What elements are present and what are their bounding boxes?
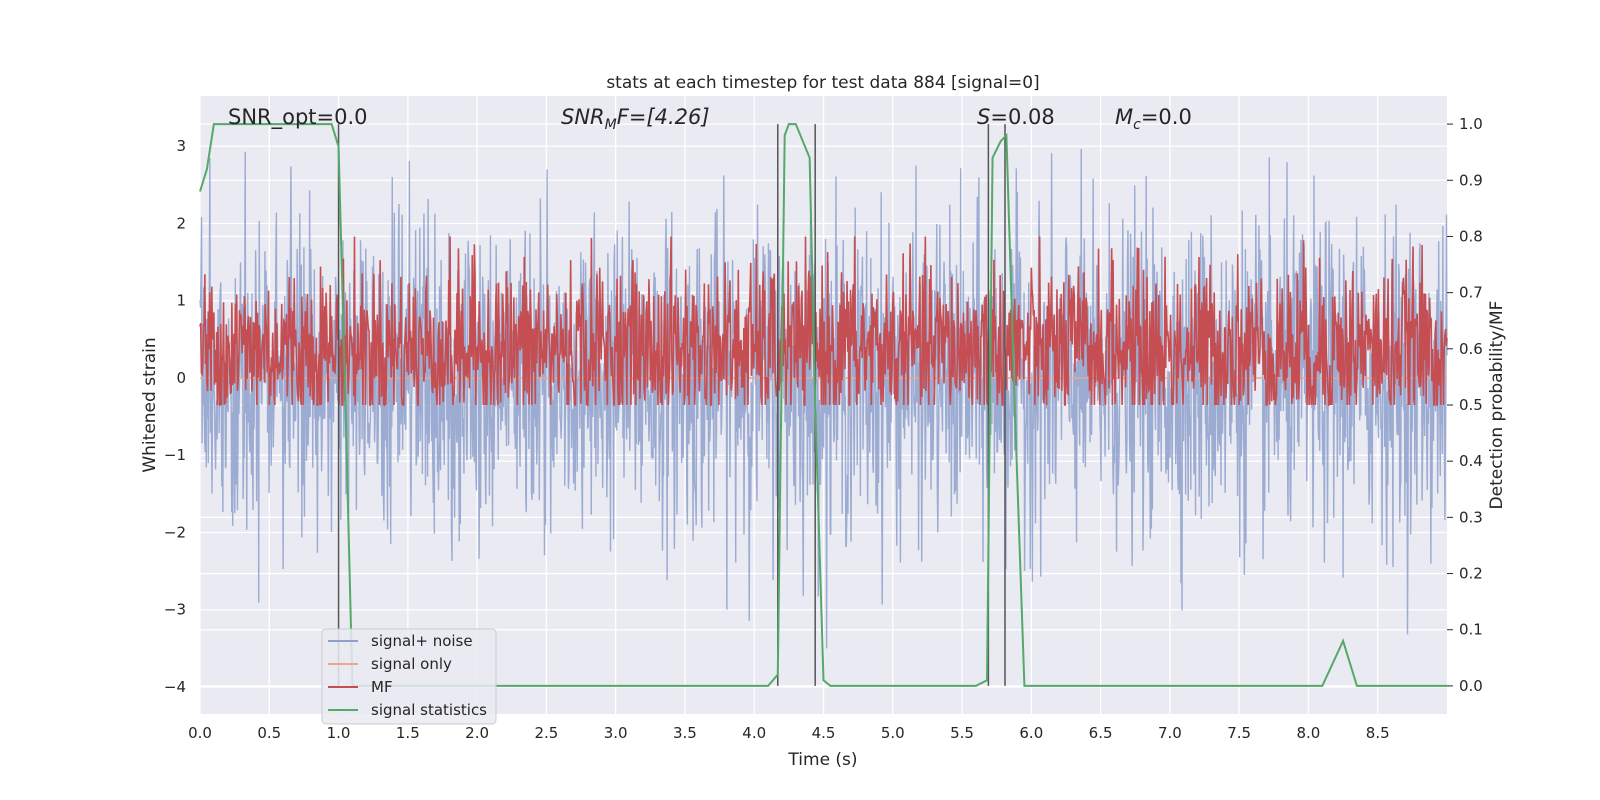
legend-label-signal-noise: signal+ noise [371,632,473,650]
y-tick-label: 2 [176,214,186,232]
y2-tick-label: 0.6 [1459,340,1483,358]
y-tick-label: −3 [164,601,186,619]
x-tick-label: 6.0 [1019,724,1043,742]
annotation-mc-sub: c [1133,117,1141,133]
series-signal-statistics [199,123,1447,687]
y-tick-label: −2 [164,523,186,541]
annotation-s-rest: =0.08 [990,105,1054,129]
x-tick-label: 8.0 [1297,724,1321,742]
x-axis-label: Time (s) [787,750,857,770]
x-tick-label: 4.0 [742,724,766,742]
y-tick-label: 1 [176,292,186,310]
legend-label-signal-statistics: signal statistics [371,701,487,719]
x-tick-label: 8.5 [1366,724,1390,742]
annotation-mc: Mc=0.0 [1115,105,1192,133]
y-tick-label: 0 [176,369,186,387]
y2-tick-label: 0.5 [1459,396,1483,414]
y-axis-label: Whitened strain [140,337,160,472]
annotation-snr-mf: SNRMF=[4.26] [561,105,710,133]
x-tick-label: 0.0 [188,724,212,742]
y2-tick-label: 0.4 [1459,452,1483,470]
y2-tick-label: 0.0 [1459,677,1483,695]
y2-tick-label: 1.0 [1459,115,1483,133]
y-tick-label: −4 [164,678,186,696]
x-tick-label: 0.5 [257,724,281,742]
x-tick-label: 3.5 [673,724,697,742]
y-axis-left: 3 2 1 0 −1 −2 −3 −4 [164,137,186,696]
y2-tick-label: 0.7 [1459,284,1483,302]
annotation-snr-mf-base: SNR [561,105,605,129]
y-tick-label: 3 [176,137,186,155]
x-tick-label: 7.0 [1158,724,1182,742]
series-mf [199,236,1448,407]
annotation-snr-opt: SNR_opt=0.0 [228,105,368,130]
x-tick-label: 6.5 [1089,724,1113,742]
annotation-s-var: S [977,105,990,129]
y-tick-label: −1 [164,446,186,464]
y2-tick-label: 0.1 [1459,621,1483,639]
x-axis: 0.0 0.5 1.0 1.5 2.0 2.5 3.0 3.5 4.0 4.5 5.0 5.5 6.0 6… [188,724,1390,742]
y2-tick-label: 0.8 [1459,227,1483,245]
x-tick-label: 1.0 [327,724,351,742]
x-tick-label: 1.5 [396,724,420,742]
legend-box [321,628,497,725]
y2-tick-label: 0.3 [1459,508,1483,526]
x-tick-label: 5.0 [881,724,905,742]
y-axis-right: 1.0 0.9 0.8 0.7 0.6 0.5 0.4 0.3 0.2 0.1 0.0 [1447,115,1483,695]
mf-line [199,236,1448,407]
y2-axis-label: Detection probability/MF [1487,301,1507,510]
x-tick-label: 7.5 [1227,724,1251,742]
x-tick-label: 4.5 [812,724,836,742]
y2-tick-label: 0.2 [1459,565,1483,583]
annotation-s: S=0.08 [977,105,1055,129]
chart-title: stats at each timestep for test data 884… [606,73,1039,93]
x-tick-label: 3.0 [604,724,628,742]
x-tick-label: 5.5 [950,724,974,742]
legend: signal+ noise signal only MF signal stat… [321,628,497,725]
signal-statistics-line [199,123,1447,687]
legend-label-mf: MF [371,678,393,696]
x-tick-label: 2.0 [465,724,489,742]
annotation-mc-base: M [1115,105,1133,129]
annotation-snr-mf-sub: M [605,117,617,133]
y2-tick-label: 0.9 [1459,171,1483,189]
annotation-snr-mf-rest: F=[4.26] [617,105,710,129]
annotation-mc-rest: =0.0 [1141,105,1192,129]
x-tick-label: 2.5 [534,724,558,742]
legend-label-signal-only: signal only [371,655,452,673]
